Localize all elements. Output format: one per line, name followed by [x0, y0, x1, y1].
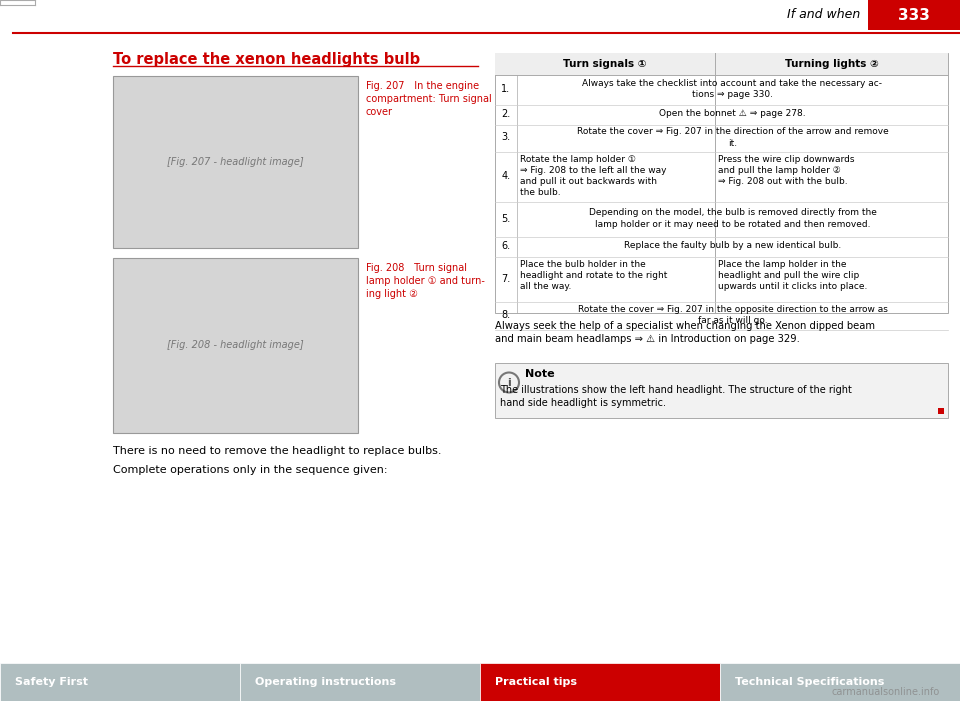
Text: Turning lights ②: Turning lights ② [784, 59, 878, 69]
Text: [Fig. 207 - headlight image]: [Fig. 207 - headlight image] [167, 157, 303, 167]
FancyBboxPatch shape [868, 0, 960, 30]
Bar [938, 408, 944, 414]
Text: carmanualsonline.info: carmanualsonline.info [831, 687, 940, 697]
FancyBboxPatch shape [113, 76, 358, 248]
Text: Practical tips: Practical tips [495, 677, 577, 687]
Text: If and when: If and when [787, 8, 860, 22]
Bar [480, 663, 720, 701]
Text: Rotate the cover ⇒ Fig. 207 in the opposite direction to the arrow as
far as it : Rotate the cover ⇒ Fig. 207 in the oppos… [578, 305, 887, 325]
FancyBboxPatch shape [495, 53, 948, 75]
Text: i: i [507, 378, 511, 388]
Text: The illustrations show the left hand headlight. The structure of the right
hand : The illustrations show the left hand hea… [500, 385, 852, 408]
Text: 6.: 6. [501, 241, 511, 251]
Text: Turn signals ①: Turn signals ① [564, 59, 647, 69]
Text: Fig. 207  In the engine
compartment: Turn signal
cover: Fig. 207 In the engine compartment: Turn… [366, 81, 492, 117]
FancyBboxPatch shape [495, 363, 948, 418]
Text: 2.: 2. [501, 109, 511, 119]
Text: 333: 333 [898, 8, 930, 22]
Text: Technical Specifications: Technical Specifications [735, 677, 884, 687]
FancyBboxPatch shape [495, 53, 948, 313]
Bar [720, 663, 960, 701]
Text: Always seek the help of a specialist when changing the Xenon dipped beam
and mai: Always seek the help of a specialist whe… [495, 321, 875, 344]
Text: Depending on the model, the bulb is removed directly from the
lamp holder or it : Depending on the model, the bulb is remo… [588, 208, 876, 229]
Text: Note: Note [525, 369, 555, 379]
Text: 3.: 3. [501, 132, 511, 142]
Text: Place the bulb holder in the
headlight and rotate to the right
all the way.: Place the bulb holder in the headlight a… [520, 260, 667, 291]
Text: Open the bonnet ⚠ ⇒ page 278.: Open the bonnet ⚠ ⇒ page 278. [660, 109, 805, 118]
Text: Press the wire clip downwards
and pull the lamp holder ②
⇒ Fig. 208 out with the: Press the wire clip downwards and pull t… [718, 155, 854, 186]
Text: Safety First: Safety First [15, 677, 88, 687]
Text: Fig. 208  Turn signal
lamp holder ① and turn-
ing light ②: Fig. 208 Turn signal lamp holder ① and t… [366, 263, 485, 299]
Text: Rotate the lamp holder ①
⇒ Fig. 208 to the left all the way
and pull it out back: Rotate the lamp holder ① ⇒ Fig. 208 to t… [520, 155, 666, 197]
Text: To replace the xenon headlights bulb: To replace the xenon headlights bulb [113, 52, 420, 67]
Text: Always take the checklist into account and take the necessary ac-
tions ⇒ page 3: Always take the checklist into account a… [583, 79, 882, 99]
Text: 1.: 1. [501, 84, 511, 94]
Text: Replace the faulty bulb by a new identical bulb.: Replace the faulty bulb by a new identic… [624, 242, 841, 250]
Text: 4.: 4. [501, 171, 511, 181]
FancyBboxPatch shape [113, 258, 358, 433]
Text: Operating instructions: Operating instructions [255, 677, 396, 687]
Text: There is no need to remove the headlight to replace bulbs.: There is no need to remove the headlight… [113, 446, 442, 456]
Text: 8.: 8. [501, 310, 511, 320]
Text: [Fig. 208 - headlight image]: [Fig. 208 - headlight image] [167, 341, 303, 350]
Text: Rotate the cover ⇒ Fig. 207 in the direction of the arrow and remove
it.: Rotate the cover ⇒ Fig. 207 in the direc… [577, 128, 888, 147]
Bar [240, 663, 480, 701]
Text: 7.: 7. [501, 273, 511, 283]
Text: Place the lamp holder in the
headlight and pull the wire clip
upwards until it c: Place the lamp holder in the headlight a… [718, 260, 868, 291]
Text: 5.: 5. [501, 214, 511, 224]
Text: Complete operations only in the sequence given:: Complete operations only in the sequence… [113, 465, 388, 475]
Bar [0, 663, 240, 701]
